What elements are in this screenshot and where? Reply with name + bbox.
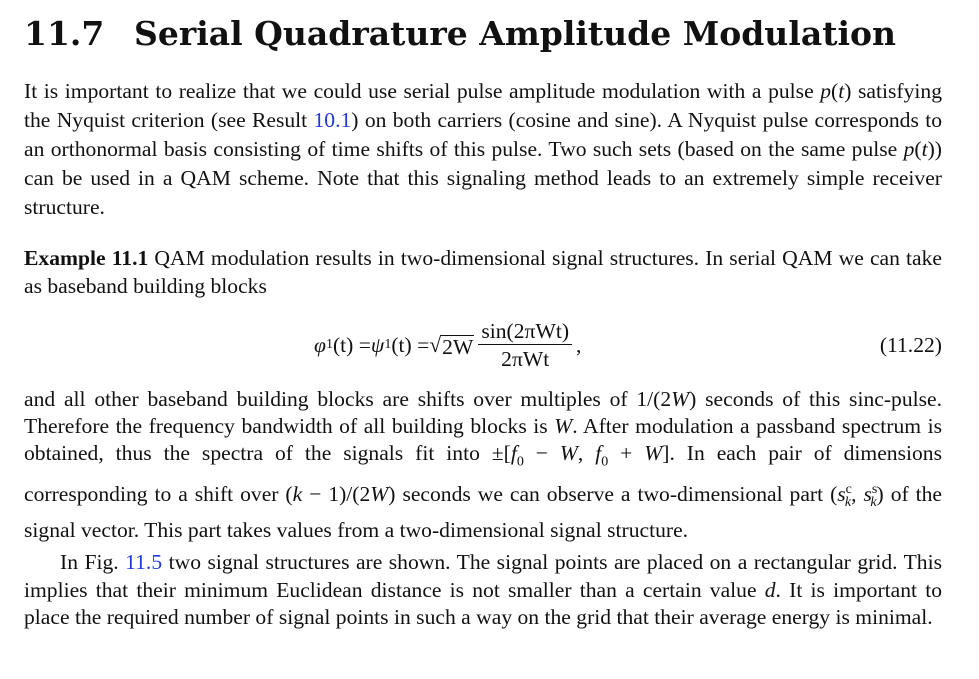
fraction: sin(2πWt) 2πWt xyxy=(478,319,573,371)
text-run: ( xyxy=(914,137,922,161)
math-sub: k xyxy=(870,495,877,511)
text-run: two signal structures are shown. The sig… xyxy=(24,550,942,602)
math-var: s xyxy=(863,482,872,507)
section-number: 11.7 xyxy=(24,14,105,53)
math-sub: 1 xyxy=(384,337,392,352)
math-var: φ xyxy=(314,332,326,357)
math-var: p xyxy=(903,137,915,161)
math-var: W xyxy=(559,441,578,466)
sqrt-sign: √ xyxy=(429,332,442,357)
math-var: p xyxy=(820,79,832,103)
math-var: f xyxy=(595,441,602,466)
math-sup: s xyxy=(871,481,878,497)
text-run: It is important to realize that we could… xyxy=(24,79,821,103)
sqrt-term: √ 2W xyxy=(429,332,475,359)
text-run: − xyxy=(523,441,560,466)
math-sup: c xyxy=(845,481,852,497)
text-run: ( xyxy=(831,79,839,103)
math-text: (t) = xyxy=(332,332,371,357)
math-var: k xyxy=(292,482,303,507)
text-run: + xyxy=(608,441,645,466)
text-run: ) seconds of this sinc-pulse. Therefore … xyxy=(24,387,942,439)
math-sub: 1 xyxy=(325,337,333,352)
text-run: ) seconds we can observe a two-dimension… xyxy=(388,482,838,507)
math-text: (t) = xyxy=(391,332,430,357)
equation-number: (11.22) xyxy=(879,332,942,357)
sqrt-radicand: 2W xyxy=(441,334,475,359)
math-var: W xyxy=(671,387,690,411)
math-var: W xyxy=(644,441,663,466)
text-run: QAM modulation results in two-dimensiona… xyxy=(24,246,943,298)
math-var: W xyxy=(554,414,573,439)
fraction-numerator: sin(2πWt) xyxy=(478,319,573,345)
fraction-denominator: 2πWt xyxy=(501,347,550,371)
math-var: ψ xyxy=(370,332,385,357)
text-run: , xyxy=(851,482,864,507)
equation-11-22: φ 1 (t) = ψ 1 (t) = √ 2W sin(2πWt) 2πWt, (11.2… xyxy=(24,314,942,376)
text-run: ) of the signal vector. This part takes … xyxy=(24,482,943,542)
text-run: and all other baseband building blocks a… xyxy=(24,387,672,411)
section-heading: 11.7 Serial Quadrature Amplitude Modulati… xyxy=(24,12,896,56)
text-run: . After modulation a passband spectrum i… xyxy=(24,414,942,466)
text-run: )) can be used in a QAM scheme. Note tha… xyxy=(24,137,942,219)
math-var: W xyxy=(370,482,389,507)
text-run: In Fig. xyxy=(60,550,126,574)
math-var: f xyxy=(510,441,517,466)
text-run: , xyxy=(577,441,596,466)
example-paragraph: Example 11.1 QAM modulation results in t… xyxy=(24,245,942,300)
text-run: ) satisfying the Nyquist criterion (see … xyxy=(24,79,943,132)
text-run: ) on both carriers (cosine and sine). A … xyxy=(24,108,943,161)
result-ref-link[interactable]: 10.1 xyxy=(313,108,352,132)
paragraph-signal-structures: In Fig. 11.5 two signal structures are s… xyxy=(24,549,942,632)
math-sub: k xyxy=(844,495,852,511)
math-sub: 0 xyxy=(516,454,524,470)
text-run: ]. In each pair of dimensions correspond… xyxy=(24,441,942,507)
math-var: t xyxy=(921,137,928,161)
math-var: t xyxy=(838,79,845,103)
paragraph-intro: It is important to realize that we could… xyxy=(24,77,942,222)
math-sub: 0 xyxy=(601,454,609,470)
equation-body: φ 1 (t) = ψ 1 (t) = √ 2W sin(2πWt) 2πWt, xyxy=(314,314,581,376)
example-label: Example 11.1 xyxy=(24,246,149,270)
math-text: , xyxy=(576,332,582,357)
math-var: s xyxy=(837,482,846,507)
text-run: . It is important to place the required … xyxy=(24,577,943,630)
paragraph-building-blocks: and all other baseband building blocks a… xyxy=(24,386,942,544)
text-run: − 1)/(2 xyxy=(302,482,371,507)
math-var: d xyxy=(764,577,776,602)
figure-ref-link[interactable]: 11.5 xyxy=(125,550,163,574)
section-title: Serial Quadrature Amplitude Modulation xyxy=(134,14,896,53)
